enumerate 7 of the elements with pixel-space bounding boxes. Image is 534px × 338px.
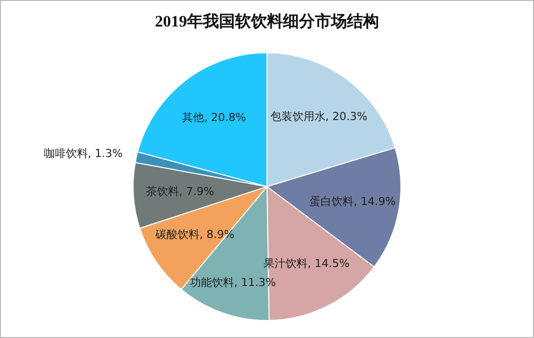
slice-label: 其他, 20.8% (182, 110, 246, 126)
slice-label: 蛋白饮料, 14.9% (310, 194, 396, 210)
slice-label: 果汁饮料, 14.5% (264, 256, 350, 272)
chart-title: 2019年我国软饮料细分市场结构 (155, 12, 379, 31)
slice-label: 茶饮料, 7.9% (146, 184, 214, 200)
slice-label: 包装饮用水, 20.3% (270, 108, 368, 125)
slice-label: 咖啡饮料, 1.3% (44, 146, 123, 162)
